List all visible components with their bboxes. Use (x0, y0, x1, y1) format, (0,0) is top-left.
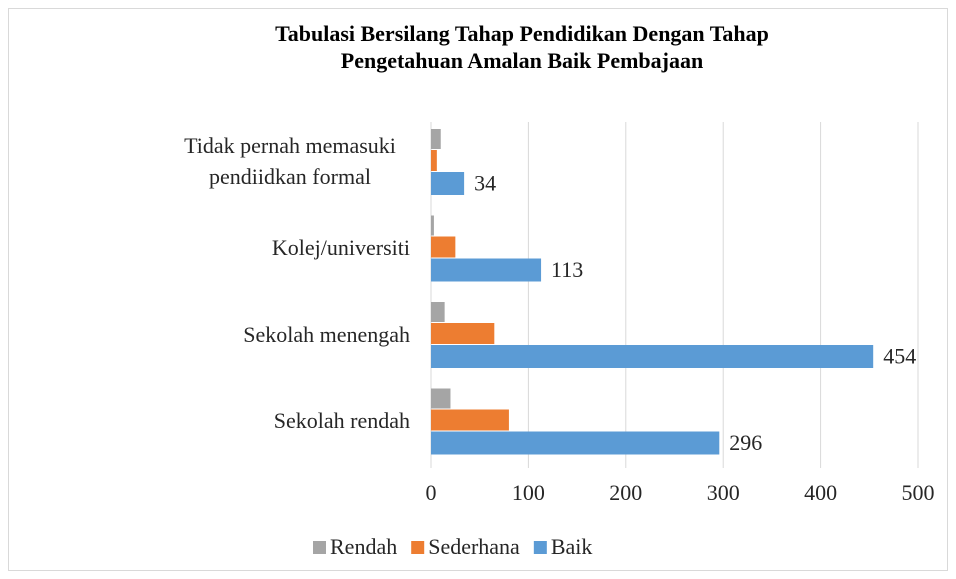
category-label: Kolej/universiti (170, 232, 410, 263)
bar (431, 129, 441, 149)
x-tick-label: 500 (902, 480, 935, 505)
legend-label: Baik (551, 534, 593, 559)
chart-title: Tabulasi Bersilang Tahap Pendidikan Deng… (275, 21, 769, 73)
data-label: 454 (883, 344, 916, 369)
legend-swatch (313, 541, 326, 554)
legend-label: Rendah (330, 534, 397, 559)
category-label: Sekolah rendah (170, 405, 410, 436)
legend-swatch (411, 541, 425, 554)
legend-label: Sederhana (428, 534, 520, 559)
category-label: Sekolah menengah (170, 319, 410, 350)
bar (431, 172, 465, 195)
bar (431, 215, 434, 236)
bar (431, 409, 509, 431)
bar (431, 236, 456, 258)
category-text: Sekolah rendah (273, 408, 410, 434)
bar (431, 388, 451, 409)
category-text: Tidak pernah memasuki pendiidkan formal (184, 133, 396, 190)
bar (431, 150, 437, 171)
legend-swatch (533, 541, 547, 554)
x-tick-label: 100 (512, 480, 545, 505)
bar (431, 345, 874, 368)
category-label: Tidak pernah memasuki pendiidkan formal (170, 130, 410, 192)
bar (431, 323, 495, 344)
category-text: Sekolah menengah (243, 321, 410, 347)
x-tick-label: 400 (804, 480, 837, 505)
data-label: 296 (729, 430, 762, 455)
bar (431, 431, 720, 455)
bar (431, 302, 445, 322)
x-tick-label: 0 (426, 480, 437, 505)
x-tick-label: 300 (707, 480, 740, 505)
data-label: 113 (551, 257, 583, 282)
category-text: Kolej/universiti (271, 235, 410, 261)
data-label: 34 (474, 171, 496, 196)
x-tick-label: 200 (609, 480, 642, 505)
chart-border (8, 8, 948, 571)
bar (431, 258, 542, 282)
